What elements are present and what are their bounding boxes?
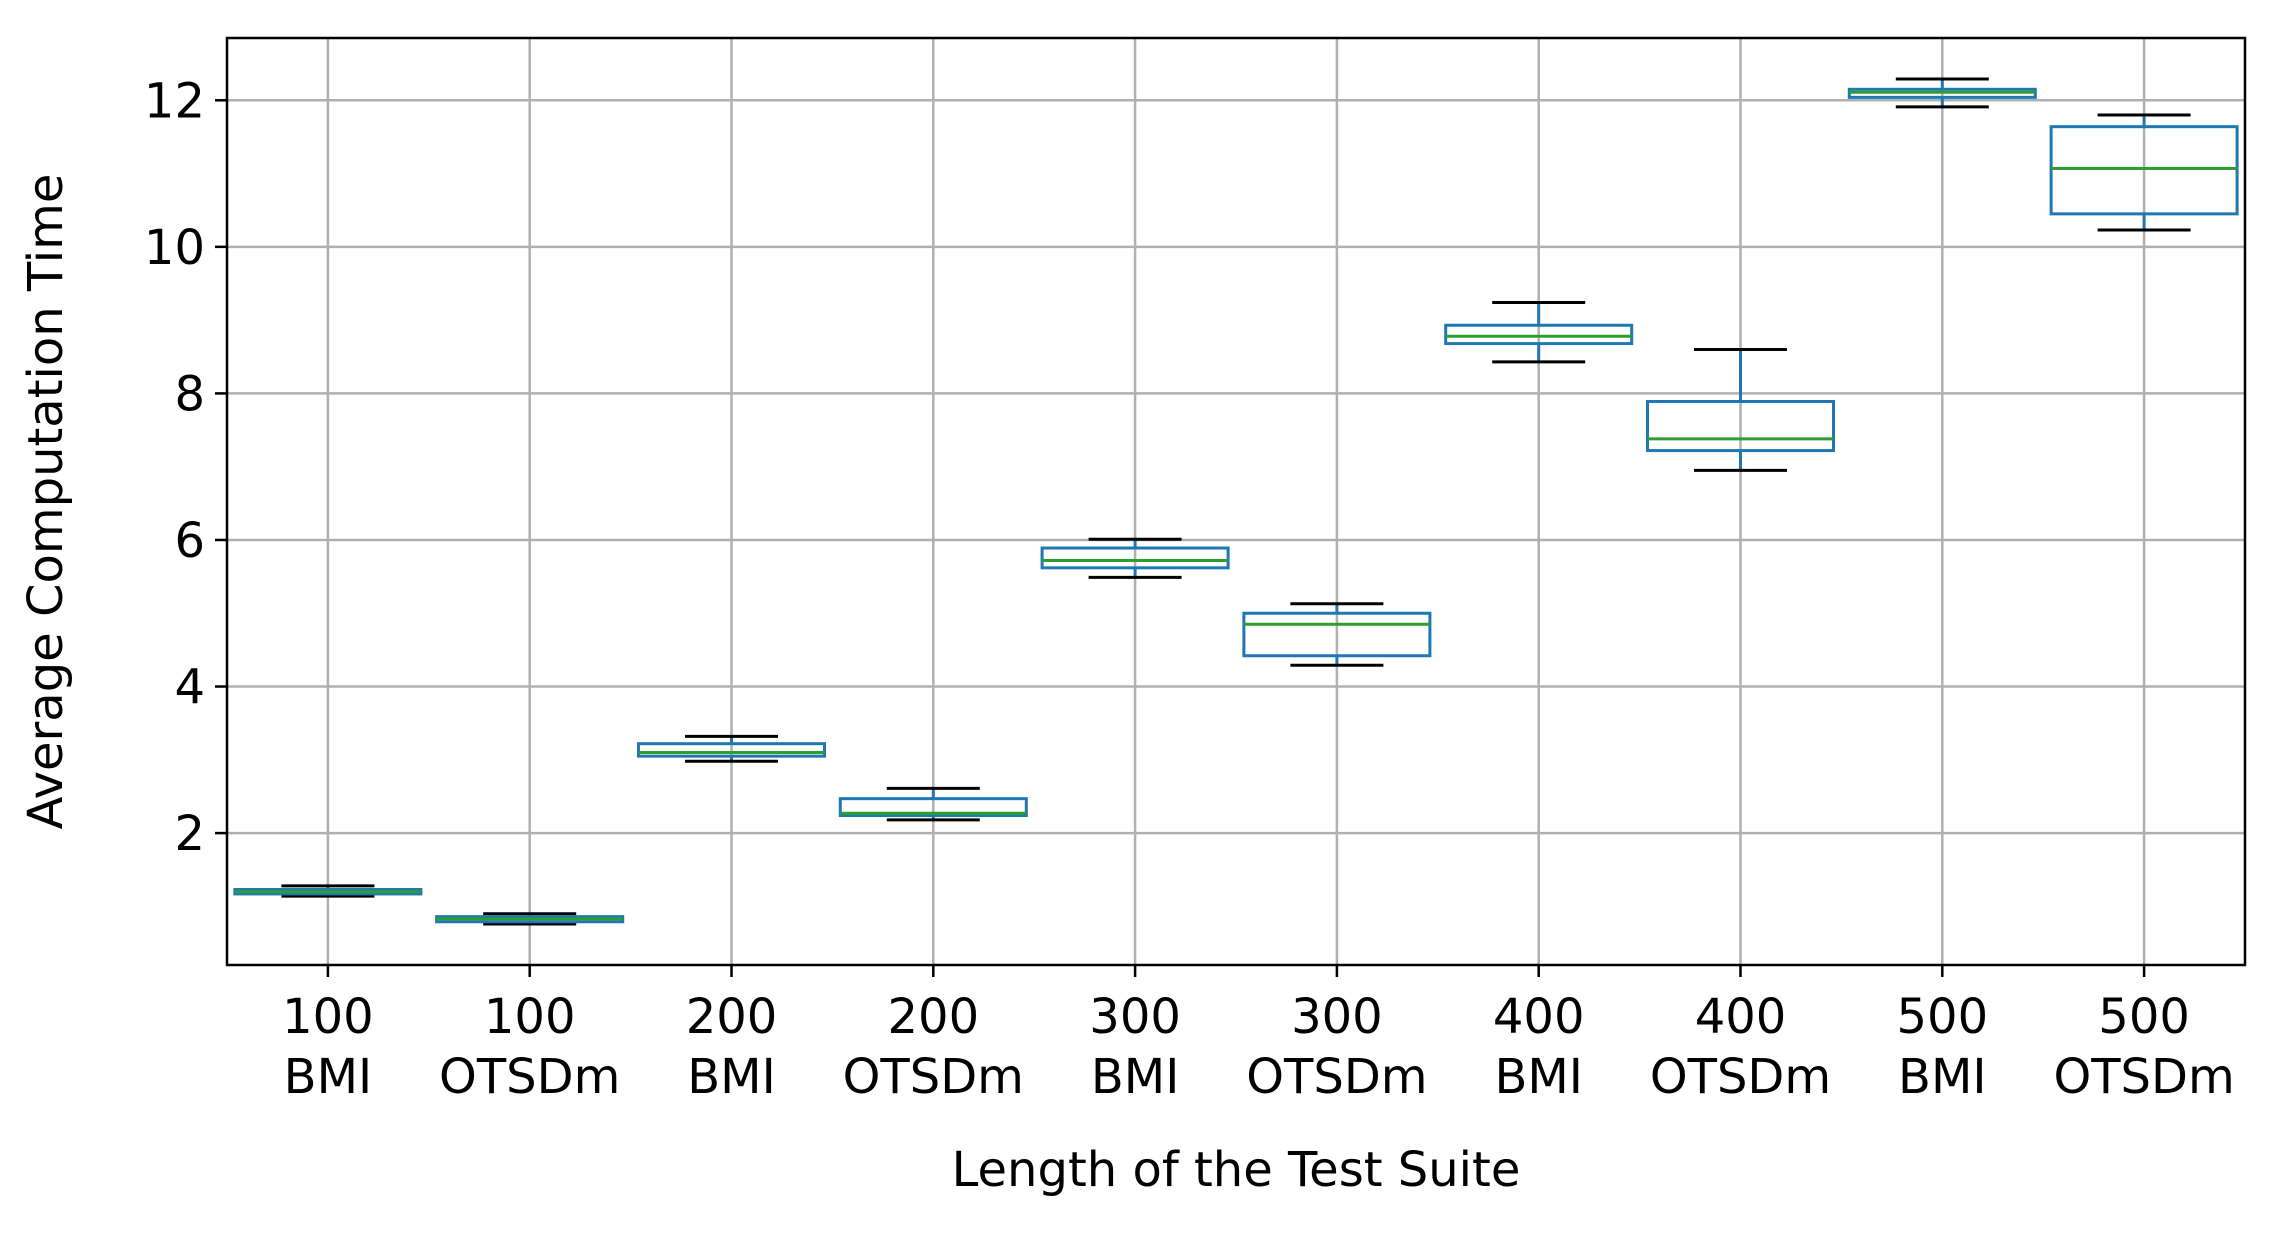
box-iqr — [838, 797, 1028, 818]
x-tick-label-top: 200 — [686, 989, 778, 1045]
plot-frame — [225, 36, 2247, 967]
x-tick-label-top: 500 — [1896, 989, 1988, 1045]
x-tick-label-top: 400 — [1695, 989, 1787, 1045]
x-tick-label-bottom: OTSDm — [843, 1049, 1024, 1105]
box-iqr — [1040, 546, 1230, 570]
box-iqr — [1646, 399, 1835, 453]
x-tick-label-bottom: OTSDm — [439, 1049, 620, 1105]
grid-layer — [227, 38, 2245, 965]
x-tick-label-top: 400 — [1493, 989, 1585, 1045]
box-group — [838, 786, 1028, 822]
x-tick-label-top: 100 — [484, 989, 576, 1045]
y-tick-label: 2 — [174, 806, 205, 862]
box-group — [1646, 347, 1835, 472]
x-tick-label-bottom: BMI — [1898, 1049, 1987, 1105]
x-tick-label-top: 300 — [1291, 989, 1383, 1045]
x-tick-label-top: 200 — [887, 989, 979, 1045]
x-tick-label-top: 300 — [1089, 989, 1181, 1045]
box-group — [637, 734, 826, 763]
box-iqr — [2049, 125, 2239, 216]
x-tick-label-bottom: OTSDm — [1650, 1049, 1831, 1105]
x-tick-label-top: 500 — [2098, 989, 2190, 1045]
x-axis-title: Length of the Test Suite — [952, 1142, 1521, 1198]
box-group — [1040, 537, 1230, 579]
box-iqr — [1242, 611, 1432, 658]
x-tick-label-bottom: BMI — [687, 1049, 776, 1105]
box-group — [435, 912, 625, 926]
y-tick-label: 4 — [174, 660, 205, 716]
box-group — [1242, 602, 1432, 667]
box-iqr — [1444, 323, 1634, 346]
x-tick-label-bottom: OTSDm — [2053, 1049, 2234, 1105]
y-axis-title: Average Computation Time — [18, 174, 74, 830]
box-layer — [233, 77, 2239, 926]
y-tick-label: 10 — [144, 220, 205, 276]
x-tick-label-bottom: BMI — [284, 1049, 373, 1105]
box-group — [233, 884, 423, 898]
x-tick-label-bottom: OTSDm — [1246, 1049, 1427, 1105]
y-tick-label: 8 — [174, 366, 205, 422]
box-group — [2049, 113, 2239, 232]
x-tick-label-bottom: BMI — [1494, 1049, 1583, 1105]
x-tick-label-top: 100 — [282, 989, 374, 1045]
box-group — [1444, 301, 1634, 364]
y-tick-label: 6 — [174, 513, 205, 569]
tick-layer: 24681012100BMI100OTSDm200BMI200OTSDm300B… — [144, 73, 2235, 1105]
y-tick-label: 12 — [144, 73, 205, 129]
box-iqr — [637, 742, 826, 758]
x-tick-label-bottom: BMI — [1091, 1049, 1180, 1105]
box-group — [1847, 77, 2037, 109]
